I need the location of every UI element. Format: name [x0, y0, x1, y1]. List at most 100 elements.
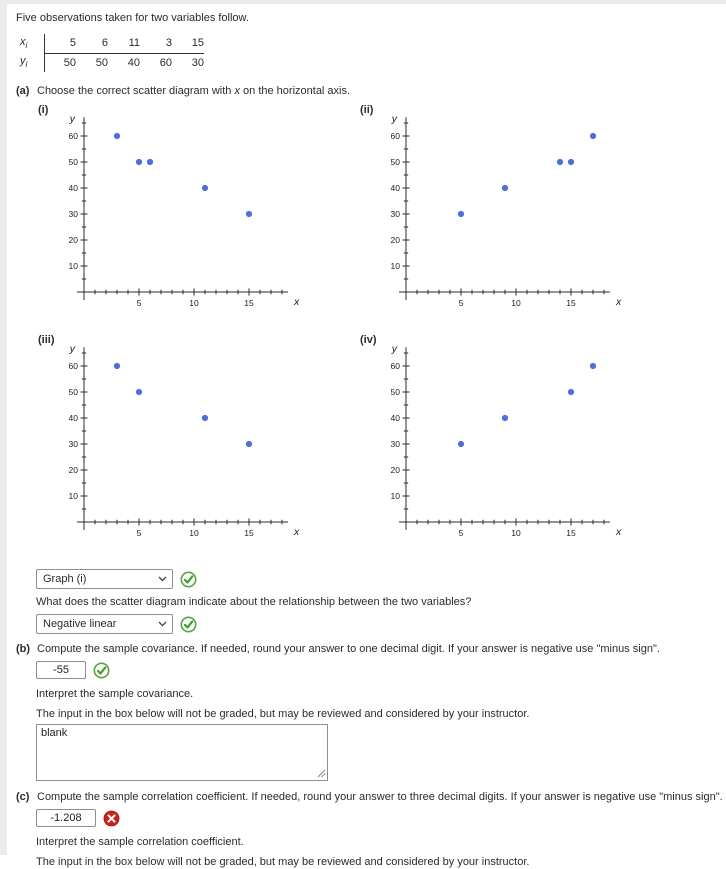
part-b-prompt: (b) Compute the sample covariance. If ne… — [16, 643, 660, 656]
graph-label: (i) — [38, 104, 49, 117]
table-row-x: xi 5 6 11 3 15 — [18, 34, 204, 54]
svg-text:40: 40 — [69, 413, 79, 423]
svg-text:60: 60 — [69, 361, 79, 371]
svg-text:60: 60 — [391, 361, 401, 371]
svg-text:y: y — [391, 114, 398, 126]
scatter-plot-iv: 5 10 15 10 20 30 40 50 60 y x — [376, 330, 638, 561]
svg-text:x: x — [615, 296, 622, 308]
svg-text:60: 60 — [391, 131, 401, 141]
graph-label: (iii) — [38, 334, 55, 347]
chevron-down-icon — [158, 576, 167, 582]
y-value: 60 — [159, 56, 172, 69]
row-label-y: yi — [18, 53, 45, 73]
svg-text:10: 10 — [69, 491, 79, 501]
svg-text:10: 10 — [391, 491, 401, 501]
part-a-prompt: (a) Choose the correct scatter diagram w… — [16, 85, 351, 98]
svg-text:5: 5 — [459, 528, 464, 538]
svg-text:15: 15 — [244, 528, 254, 538]
question-page: Five observations taken for two variable… — [7, 4, 726, 869]
incorrect-icon — [103, 810, 120, 827]
scatter-graph-iii: (iii) 5 10 15 10 20 30 40 50 60 y x — [28, 330, 350, 560]
covariance-interpret-textarea[interactable]: blank — [36, 724, 328, 782]
svg-text:5: 5 — [459, 298, 464, 308]
svg-text:10: 10 — [511, 298, 521, 308]
svg-text:40: 40 — [391, 413, 401, 423]
graph-select[interactable]: Graph (i) — [36, 569, 173, 590]
svg-text:y: y — [69, 344, 76, 356]
correct-icon — [180, 616, 197, 633]
svg-text:10: 10 — [391, 261, 401, 271]
scatter-graph-i: (i) 5 10 15 10 20 30 40 50 60 y x — [28, 100, 350, 330]
x-value: 11 — [108, 34, 140, 54]
covariance-answer-row — [36, 661, 726, 680]
svg-text:x: x — [293, 526, 300, 538]
correlation-input[interactable] — [36, 809, 96, 828]
row-label-x: xi — [18, 34, 45, 54]
svg-text:50: 50 — [391, 387, 401, 397]
svg-text:y: y — [69, 114, 76, 126]
covariance-textarea-wrap: blank — [36, 724, 328, 782]
page-intro: Five observations taken for two variable… — [16, 12, 249, 24]
page-top-edge — [0, 0, 726, 4]
graph-label: (iv) — [360, 334, 377, 347]
x-value: 3 — [140, 34, 172, 54]
part-c-prompt: (c) Compute the sample correlation coeff… — [16, 791, 723, 804]
page-left-edge — [0, 0, 7, 855]
relationship-select[interactable]: Negative linear — [36, 614, 173, 635]
svg-text:30: 30 — [391, 209, 401, 219]
svg-text:40: 40 — [391, 183, 401, 193]
covariance-interpret-prompt: Interpret the sample covariance. — [36, 688, 194, 701]
correlation-note: The input in the box below will not be g… — [36, 856, 530, 869]
svg-text:20: 20 — [391, 235, 401, 245]
svg-text:5: 5 — [137, 528, 142, 538]
y-value: 30 — [191, 56, 204, 69]
scatter-plot-iii: 5 10 15 10 20 30 40 50 60 y x — [54, 330, 316, 561]
correct-icon — [180, 571, 197, 588]
correlation-answer-row — [36, 809, 726, 828]
scatter-plot-ii: 5 10 15 10 20 30 40 50 60 y x — [376, 100, 638, 331]
svg-text:10: 10 — [189, 528, 199, 538]
scatter-plot-i: 5 10 15 10 20 30 40 50 60 y x — [54, 100, 316, 331]
svg-text:30: 30 — [391, 439, 401, 449]
svg-text:15: 15 — [244, 298, 254, 308]
svg-text:50: 50 — [69, 387, 79, 397]
scatter-graph-ii: (ii) 5 10 15 10 20 30 40 50 60 y x — [350, 100, 672, 330]
svg-text:50: 50 — [391, 157, 401, 167]
graph-label: (ii) — [360, 104, 374, 117]
svg-text:20: 20 — [391, 465, 401, 475]
svg-text:15: 15 — [566, 528, 576, 538]
y-value: 50 — [63, 56, 76, 69]
correct-icon — [93, 662, 110, 679]
svg-text:10: 10 — [511, 528, 521, 538]
svg-text:10: 10 — [189, 298, 199, 308]
scatter-diagram-grid: (i) 5 10 15 10 20 30 40 50 60 y x (ii) 5 10 15 10 20 30… — [28, 100, 726, 560]
svg-text:20: 20 — [69, 235, 79, 245]
relationship-question: What does the scatter diagram indicate a… — [36, 596, 472, 609]
svg-text:20: 20 — [69, 465, 79, 475]
correlation-interpret-prompt: Interpret the sample correlation coeffic… — [36, 836, 244, 849]
svg-text:x: x — [615, 526, 622, 538]
y-value: 50 — [95, 56, 108, 69]
svg-text:10: 10 — [69, 261, 79, 271]
y-value: 40 — [127, 56, 140, 69]
relationship-answer-row: Negative linear — [36, 614, 726, 635]
svg-text:30: 30 — [69, 439, 79, 449]
x-value: 6 — [76, 34, 108, 54]
x-value: 5 — [44, 34, 76, 54]
svg-text:30: 30 — [69, 209, 79, 219]
svg-text:60: 60 — [69, 131, 79, 141]
scatter-graph-iv: (iv) 5 10 15 10 20 30 40 50 60 y x — [350, 330, 672, 560]
svg-text:15: 15 — [566, 298, 576, 308]
svg-text:40: 40 — [69, 183, 79, 193]
svg-text:50: 50 — [69, 157, 79, 167]
table-row-y: yi 50 50 40 60 30 — [18, 53, 204, 73]
svg-text:5: 5 — [137, 298, 142, 308]
graph-answer-row: Graph (i) — [36, 569, 726, 590]
covariance-input[interactable] — [36, 661, 86, 680]
x-value: 15 — [172, 34, 204, 54]
observations-table: xi 5 6 11 3 15 yi 50 50 40 60 30 — [18, 34, 204, 73]
svg-text:y: y — [391, 344, 398, 356]
covariance-note: The input in the box below will not be g… — [36, 708, 530, 721]
svg-text:x: x — [293, 296, 300, 308]
chevron-down-icon — [158, 621, 167, 627]
